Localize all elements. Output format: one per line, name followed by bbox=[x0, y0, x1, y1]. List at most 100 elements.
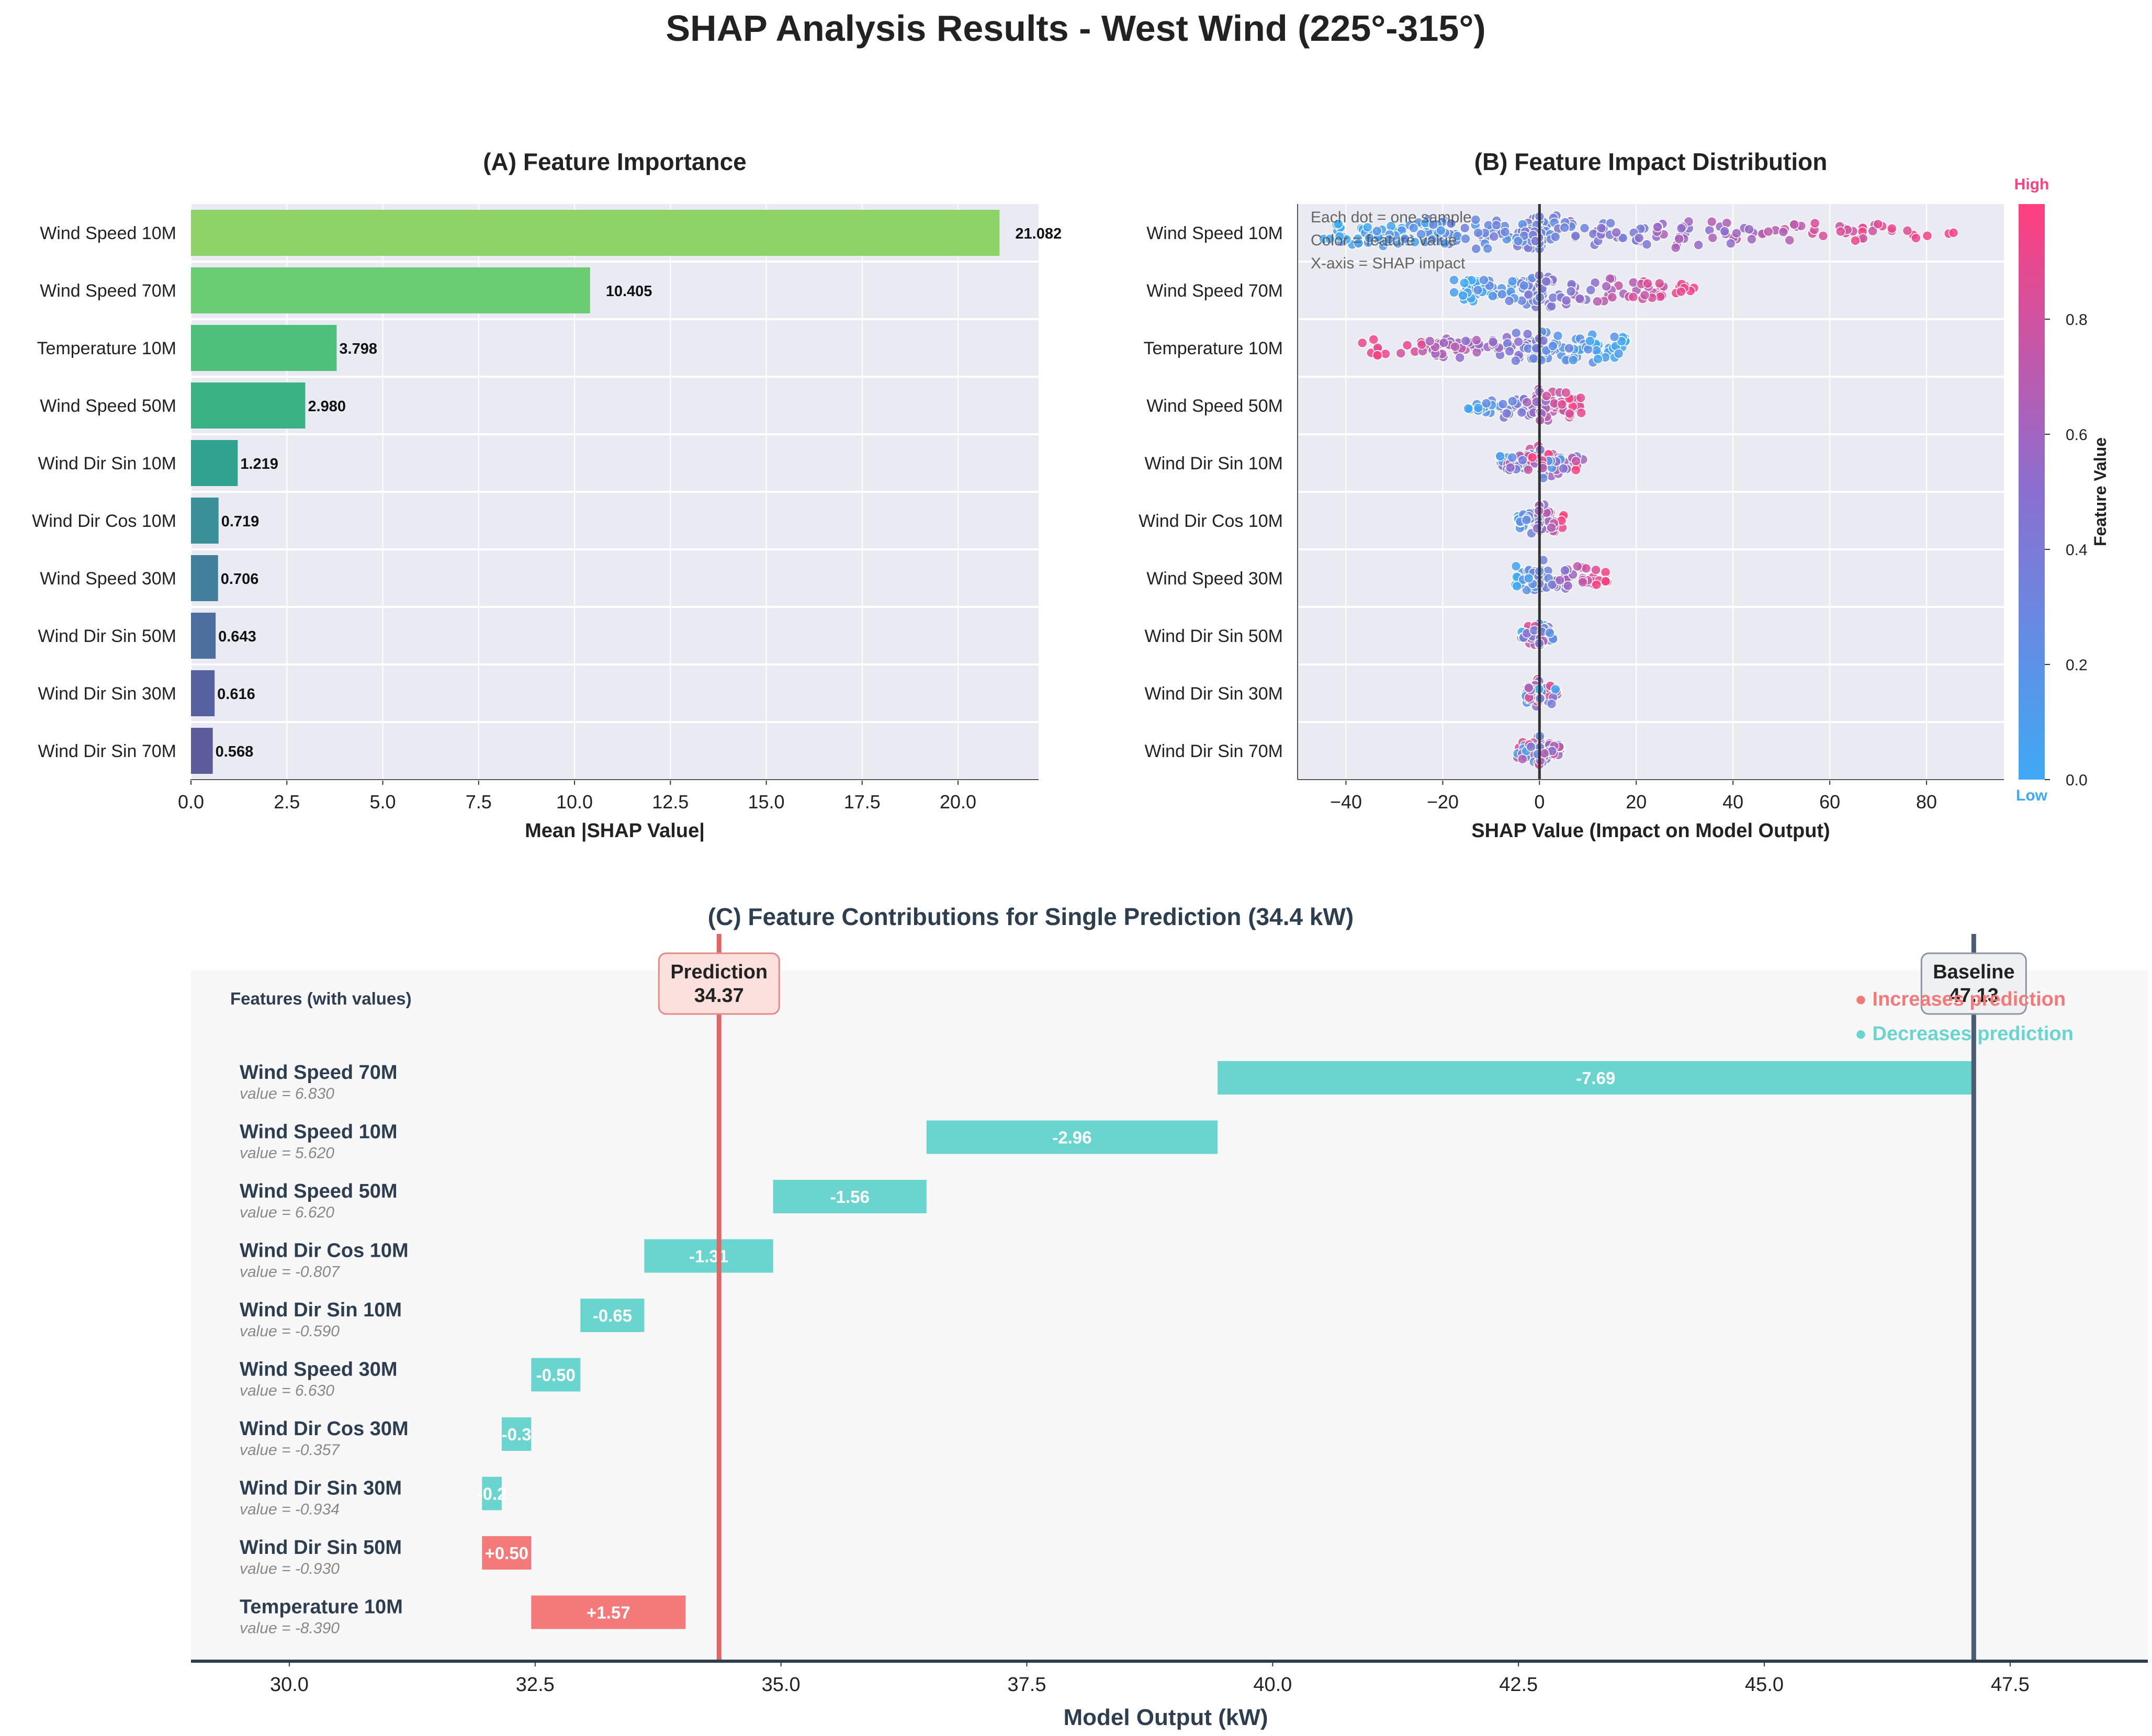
panel-a-title: (A) Feature Importance bbox=[483, 148, 747, 175]
x-tick-label: 12.5 bbox=[652, 791, 689, 813]
bar bbox=[191, 267, 590, 313]
data-point bbox=[1410, 236, 1420, 247]
data-point bbox=[1511, 328, 1522, 339]
baseline-value: 47.13 bbox=[1949, 985, 1999, 1007]
x-tick-label: 47.5 bbox=[1991, 1674, 2030, 1696]
data-point bbox=[1922, 230, 1933, 241]
x-tick-label: 2.5 bbox=[274, 791, 300, 813]
x-tick-label: 5.0 bbox=[369, 791, 396, 813]
x-axis-label: Mean |SHAP Value| bbox=[525, 820, 705, 842]
data-point bbox=[1519, 280, 1529, 291]
data-point bbox=[1560, 565, 1570, 576]
data-point bbox=[1516, 407, 1527, 418]
data-point bbox=[1428, 219, 1439, 230]
data-point bbox=[1505, 462, 1516, 473]
x-tick-label: 10.0 bbox=[556, 791, 593, 813]
data-point bbox=[1584, 336, 1595, 346]
legend-decrease: ● Decreases prediction bbox=[1855, 1023, 2074, 1045]
data-point bbox=[1539, 748, 1550, 759]
feature-value: value = 6.620 bbox=[240, 1204, 334, 1221]
data-point bbox=[1578, 577, 1588, 588]
data-label: 10.405 bbox=[606, 283, 652, 300]
feature-name: Wind Dir Cos 30M bbox=[240, 1418, 409, 1440]
y-tick-label: Wind Dir Sin 30M bbox=[38, 684, 176, 704]
data-point bbox=[1472, 285, 1483, 296]
data-point bbox=[1562, 580, 1573, 591]
data-label: 1.219 bbox=[240, 456, 278, 472]
data-point bbox=[1654, 278, 1665, 289]
data-point bbox=[1436, 225, 1446, 236]
data-point bbox=[1546, 522, 1557, 533]
data-point bbox=[1706, 216, 1717, 227]
data-point bbox=[1789, 219, 1800, 230]
data-point bbox=[1726, 238, 1736, 249]
data-point bbox=[1488, 336, 1498, 347]
data-point bbox=[1512, 581, 1522, 592]
data-point bbox=[1471, 243, 1481, 254]
x-tick-label: 37.5 bbox=[1008, 1674, 1046, 1696]
data-point bbox=[1611, 227, 1621, 238]
x-tick-label: 7.5 bbox=[466, 791, 492, 813]
colorbar-high-label: High bbox=[2014, 176, 2049, 193]
bar-value-label: -0.50 bbox=[536, 1366, 576, 1385]
waterfall-bar bbox=[482, 1476, 502, 1510]
x-tick-label: 20.0 bbox=[940, 791, 976, 813]
waterfall-bar bbox=[531, 1358, 581, 1392]
data-point bbox=[1747, 234, 1757, 244]
panel-c-title: (C) Feature Contributions for Single Pre… bbox=[708, 903, 1354, 930]
data-point bbox=[1408, 222, 1419, 233]
x-tick-label: 15.0 bbox=[748, 791, 785, 813]
feature-value: value = -0.930 bbox=[240, 1560, 340, 1577]
data-point bbox=[1333, 219, 1344, 229]
data-point bbox=[1593, 354, 1603, 365]
data-point bbox=[1564, 408, 1575, 419]
prediction-label: Prediction bbox=[670, 961, 768, 983]
data-point bbox=[1517, 455, 1528, 466]
y-tick-label: Wind Dir Sin 70M bbox=[38, 741, 176, 761]
data-point bbox=[1497, 289, 1507, 300]
data-point bbox=[1601, 281, 1612, 292]
annotation-line: X-axis = SHAP impact bbox=[1311, 255, 1466, 272]
annotation-line: Each dot = one sample bbox=[1311, 209, 1472, 226]
data-point bbox=[1552, 331, 1563, 341]
data-point bbox=[1546, 301, 1557, 312]
data-point bbox=[1850, 235, 1861, 246]
data-label: 0.706 bbox=[221, 571, 259, 588]
data-point bbox=[1676, 223, 1687, 234]
data-point bbox=[1670, 242, 1681, 253]
data-point bbox=[1867, 226, 1878, 236]
data-point bbox=[1596, 223, 1607, 233]
data-point bbox=[1523, 465, 1534, 475]
data-label: 0.643 bbox=[218, 628, 256, 645]
x-tick-label: −40 bbox=[1330, 791, 1362, 813]
data-point bbox=[1652, 222, 1663, 232]
data-point bbox=[1559, 222, 1570, 233]
bar bbox=[191, 325, 337, 371]
data-point bbox=[1522, 329, 1533, 340]
waterfall-bar bbox=[580, 1299, 645, 1332]
bar-value-label: -7.69 bbox=[1576, 1068, 1615, 1088]
data-point bbox=[1497, 399, 1508, 410]
y-tick-label: Wind Speed 50M bbox=[40, 396, 176, 416]
bar-value-label: -2.96 bbox=[1052, 1128, 1091, 1147]
data-label: 3.798 bbox=[339, 341, 377, 357]
y-tick-label: Wind Dir Sin 50M bbox=[1144, 626, 1283, 646]
data-point bbox=[1500, 227, 1511, 238]
colorbar bbox=[2019, 204, 2045, 780]
data-point bbox=[1522, 397, 1533, 408]
data-point bbox=[1511, 561, 1522, 571]
data-point bbox=[1438, 337, 1449, 348]
y-tick-label: Wind Dir Sin 10M bbox=[1144, 454, 1283, 474]
data-label: 21.082 bbox=[1015, 226, 1062, 242]
data-point bbox=[1471, 335, 1482, 345]
data-point bbox=[1818, 231, 1829, 241]
waterfall-bar bbox=[501, 1417, 532, 1451]
x-tick-label: 17.5 bbox=[844, 791, 881, 813]
data-point bbox=[1676, 286, 1686, 297]
panel-a-feature-importance: (A) Feature Importance 0.0 2.5 5.0 7.5 10.0 12… bbox=[32, 148, 1062, 842]
data-point bbox=[1607, 292, 1618, 303]
data-point bbox=[1642, 278, 1653, 289]
y-tick-label: Wind Speed 30M bbox=[40, 569, 176, 589]
feature-value: value = 6.830 bbox=[240, 1085, 334, 1102]
